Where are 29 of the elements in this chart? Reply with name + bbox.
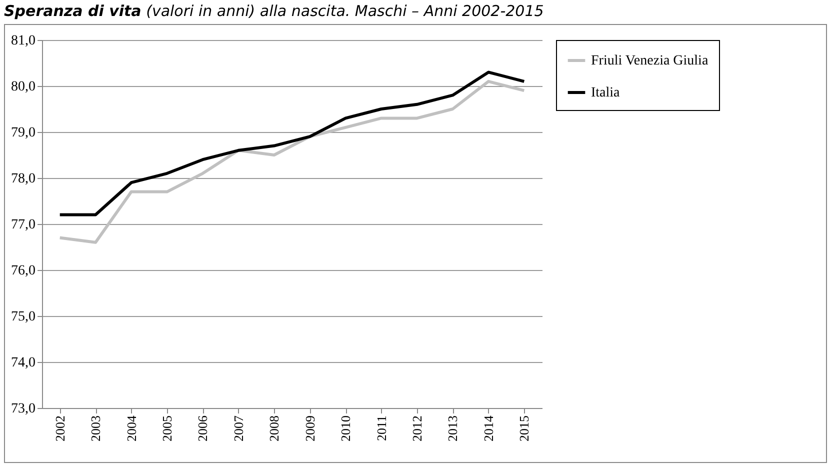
chart-title: Speranza di vita <box>4 2 142 20</box>
x-tick-label: 2002 <box>52 416 68 442</box>
x-tick-label: 2003 <box>88 416 104 442</box>
x-tick-label: 2005 <box>160 416 174 442</box>
y-tick-label: 74,0 <box>11 356 36 370</box>
legend-label: Italia <box>591 86 621 100</box>
y-tick-label: 75,0 <box>11 310 36 324</box>
x-tick-label: 2008 <box>266 416 282 442</box>
y-tick-label: 77,0 <box>11 218 36 232</box>
y-tick-label: 80,0 <box>11 80 36 94</box>
x-tick-label: 2007 <box>230 415 246 442</box>
x-tick-label: 2012 <box>410 416 424 442</box>
x-tick-label: 2004 <box>124 415 139 442</box>
y-tick-label: 81,0 <box>11 34 36 48</box>
line-series <box>58 70 526 216</box>
y-tick-label: 79,0 <box>11 126 36 140</box>
y-tick-label: 78,0 <box>11 172 36 186</box>
x-tick-label: 2013 <box>445 416 460 442</box>
x-tick-label: 2011 <box>374 416 389 442</box>
y-tick-label: 73,0 <box>11 402 36 416</box>
chart-subtitle: (valori in anni) alla nascita. Maschi – Anni 2002-2015 <box>146 2 544 20</box>
y-tick-label: 76,0 <box>11 264 36 278</box>
line-series <box>58 80 526 244</box>
x-tick-label: 2014 <box>480 415 496 442</box>
x-tick-label: 2006 <box>195 415 210 442</box>
legend-label: Friuli Venezia Giulia <box>591 54 709 68</box>
x-tick-label: 2009 <box>302 416 318 442</box>
x-tick-label: 2010 <box>338 416 354 442</box>
x-tick-label: 2015 <box>516 416 532 442</box>
